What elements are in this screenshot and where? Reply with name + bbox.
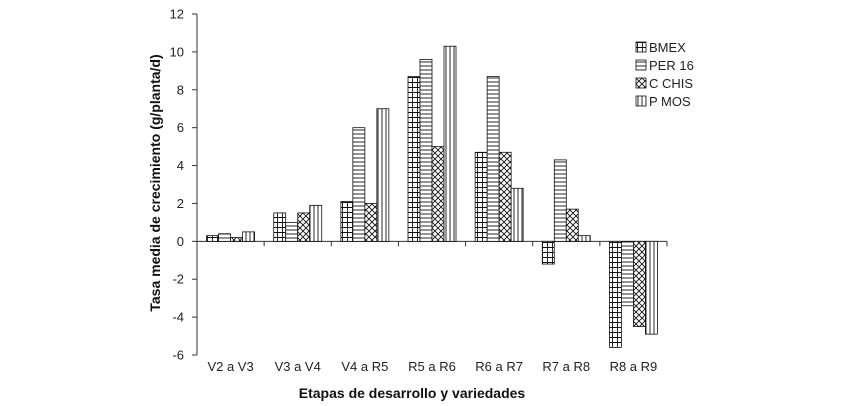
bar-per-16: [553, 159, 567, 242]
legend-swatch: [635, 59, 647, 71]
legend-swatch: [635, 41, 647, 53]
legend-label: PER 16: [649, 58, 694, 73]
bar-p-mos: [242, 231, 255, 242]
y-axis-title: Tasa media de crecimiento (g/planta/d): [147, 54, 163, 311]
bar-p-mos: [443, 45, 457, 242]
bar-per-16: [285, 221, 299, 242]
x-tick-label: R7 a R8: [542, 359, 590, 374]
bar-c-chis: [364, 203, 378, 242]
y-tick-label: -2: [172, 272, 184, 287]
bar-per-16: [486, 76, 500, 242]
y-tick-label: 12: [170, 7, 184, 22]
legend: BMEX PER 16 C CHIS P MOS: [635, 40, 694, 109]
bars: [206, 45, 658, 348]
bar-p-mos: [376, 108, 390, 242]
y-axis: -6 -4 -2 0 2 4 6 8 10 12: [170, 7, 198, 363]
bar-per-16: [352, 127, 366, 242]
bar-p-mos: [645, 240, 658, 335]
legend-swatch: [635, 95, 647, 107]
y-tick-label: 6: [177, 120, 184, 135]
bar-c-chis: [565, 208, 579, 242]
y-tick-label: 2: [177, 196, 184, 211]
y-tick-label: 10: [170, 44, 184, 59]
bar-per-16: [621, 240, 634, 307]
bar-c-chis: [498, 151, 512, 242]
y-tick-label: -6: [172, 348, 184, 363]
x-tick-label: V4 a R5: [341, 359, 388, 374]
x-tick-label: V3 a V4: [275, 359, 321, 374]
y-tick-label: 4: [177, 158, 184, 173]
legend-label: P MOS: [649, 94, 691, 109]
x-axis: V2 a V3 V3 a V4 V4 a R5 R5 a R6 R6 a R7 R7 a …: [196, 240, 668, 374]
legend-label: BMEX: [649, 40, 686, 55]
bar-c-chis: [297, 212, 311, 242]
x-tick-label: V2 a V3: [207, 359, 253, 374]
legend-swatch: [635, 77, 647, 89]
x-tick-label: R8 a R9: [610, 359, 658, 374]
y-tick-label: -4: [172, 310, 184, 325]
y-tick-label: 0: [177, 234, 184, 249]
bar-bmex: [541, 240, 555, 265]
bar-bmex: [609, 240, 622, 348]
x-tick-label: R6 a R7: [475, 359, 523, 374]
bar-bmex: [407, 76, 421, 242]
y-tick-label: 8: [177, 82, 184, 97]
bar-per-16: [218, 233, 231, 242]
bar-bmex: [206, 235, 219, 242]
x-tick-label: R5 a R6: [408, 359, 456, 374]
bar-bmex: [273, 212, 287, 242]
bar-bmex: [340, 201, 354, 242]
bar-p-mos: [577, 235, 591, 242]
bar-per-16: [419, 59, 433, 242]
legend-label: C CHIS: [649, 76, 693, 91]
bar-p-mos: [309, 204, 323, 242]
bar-c-chis: [633, 240, 646, 327]
bar-bmex: [474, 151, 488, 242]
x-axis-title: Etapas de desarrollo y variedades: [299, 385, 526, 401]
bar-c-chis: [230, 237, 243, 242]
bar-p-mos: [510, 187, 524, 242]
bar-c-chis: [431, 146, 445, 242]
